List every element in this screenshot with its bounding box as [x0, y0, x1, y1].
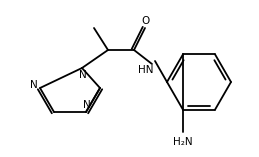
- Text: O: O: [141, 16, 149, 26]
- Text: H₂N: H₂N: [173, 137, 193, 147]
- Text: N: N: [79, 70, 87, 80]
- Text: HN: HN: [138, 65, 154, 75]
- Text: N: N: [30, 80, 38, 90]
- Text: N: N: [83, 100, 91, 110]
